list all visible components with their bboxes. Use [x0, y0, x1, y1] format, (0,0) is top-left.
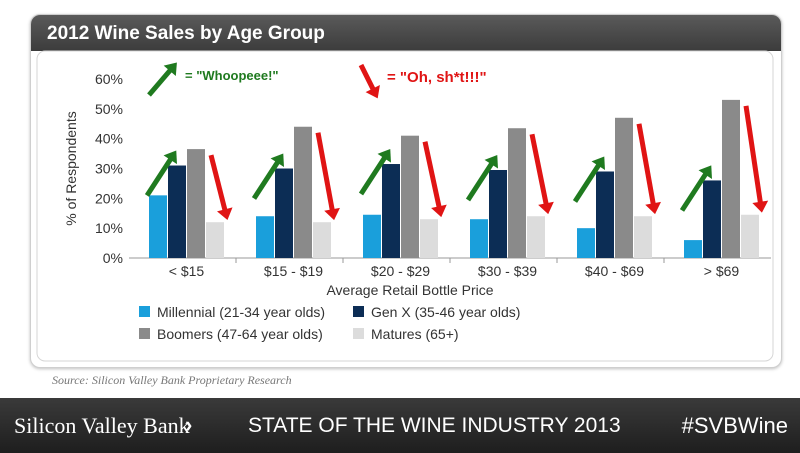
bar: [168, 165, 186, 258]
y-tick-label: 20%: [95, 190, 123, 206]
card-header: 2012 Wine Sales by Age Group: [31, 15, 781, 51]
bar: [206, 222, 224, 258]
bar: [313, 222, 331, 258]
bar: [741, 214, 759, 258]
key-up-arrow-icon: [147, 62, 177, 97]
bar: [401, 135, 419, 258]
legend-label: Millennial (21-34 year olds): [157, 304, 325, 320]
bar: [577, 228, 595, 258]
y-tick-label: 30%: [95, 161, 123, 177]
y-tick-label: 10%: [95, 220, 123, 236]
down-arrow-icon: [315, 132, 340, 221]
up-arrow-icon: [144, 150, 177, 197]
bar: [470, 219, 488, 258]
bar: [527, 216, 545, 258]
key-up-label: = "Whoopeee!": [185, 68, 279, 83]
footer-title: STATE OF THE WINE INDUSTRY 2013: [248, 414, 621, 437]
chevron-right-icon: ›: [185, 412, 193, 437]
up-arrow-icon: [572, 156, 605, 203]
up-arrow-icon: [465, 154, 498, 202]
legend-swatch: [139, 306, 150, 317]
y-tick-label: 60%: [95, 71, 123, 87]
bar: [489, 169, 507, 258]
bar: [615, 117, 633, 259]
bar: [684, 240, 702, 258]
down-arrow-icon: [529, 133, 554, 215]
up-arrow-icon: [679, 165, 712, 212]
legend-swatch: [139, 328, 150, 339]
bar: [634, 216, 652, 258]
bar: [703, 180, 721, 258]
bar: [275, 168, 293, 258]
bar: [187, 149, 205, 258]
bar: [722, 99, 740, 258]
plot-frame: [36, 50, 774, 362]
x-axis-title: Average Retail Bottle Price: [326, 282, 493, 298]
bar: [294, 126, 312, 258]
footer-hashtag: #SVBWine: [681, 413, 788, 438]
y-axis-title: % of Respondents: [63, 111, 79, 225]
y-tick-label: 0%: [103, 250, 123, 266]
up-arrow-icon: [358, 148, 391, 196]
y-tick-label: 40%: [95, 131, 123, 147]
bar: [420, 219, 438, 258]
down-arrow-icon: [422, 141, 447, 218]
bar: [596, 171, 614, 258]
down-arrow-icon: [208, 154, 233, 221]
bar: [256, 216, 274, 258]
footer-bank-logo: Silicon Valley Bank: [14, 413, 190, 438]
x-tick-label: $15 - $19: [264, 263, 323, 279]
key-down-label: = "Oh, sh*t!!!": [387, 69, 487, 86]
legend-swatch: [353, 328, 364, 339]
source-note: Source: Silicon Valley Bank Proprietary …: [52, 373, 292, 387]
bar: [382, 164, 400, 258]
key-down-arrow-icon: [358, 63, 380, 99]
x-tick-label: $40 - $69: [585, 263, 644, 279]
wine-sales-chart: 0% 10% 20% 30% 40% 50% 60% % of Respondents < $1…: [36, 50, 774, 362]
chart-card: 2012 Wine Sales by Age Group 0% 10% 20% 30%…: [30, 14, 782, 368]
up-arrow-icon: [251, 153, 284, 200]
bar: [149, 195, 167, 258]
footer-bar: Silicon Valley Bank › STATE OF THE WINE …: [0, 398, 800, 453]
legend-label: Matures (65+): [371, 326, 459, 342]
legend-label: Boomers (47-64 year olds): [157, 326, 323, 342]
bar: [363, 214, 381, 258]
x-tick-label: < $15: [169, 263, 205, 279]
down-arrow-icon: [743, 105, 769, 213]
down-arrow-icon: [636, 123, 662, 215]
chart-title: 2012 Wine Sales by Age Group: [47, 23, 325, 44]
y-tick-label: 50%: [95, 101, 123, 117]
legend-swatch: [353, 306, 364, 317]
x-tick-label: > $69: [704, 263, 740, 279]
x-tick-label: $20 - $29: [371, 263, 430, 279]
bar: [508, 128, 526, 258]
x-tick-label: $30 - $39: [478, 263, 537, 279]
legend-label: Gen X (35-46 year olds): [371, 304, 520, 320]
